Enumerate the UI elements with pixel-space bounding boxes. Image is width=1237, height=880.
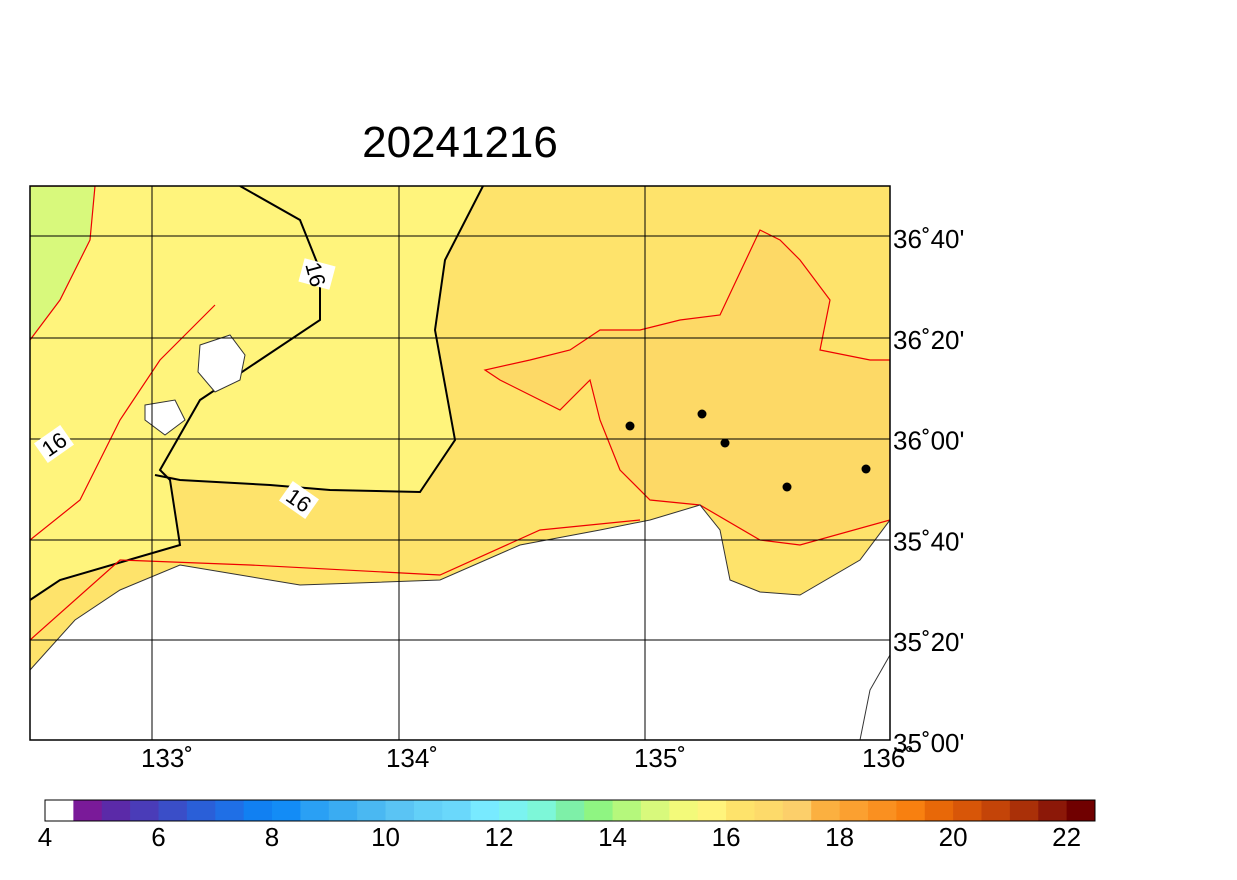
map-frame <box>29 185 891 741</box>
lon-label: 135˚ <box>634 743 686 773</box>
station <box>625 421 635 431</box>
contour-line <box>30 186 96 341</box>
sea-cold <box>30 186 95 340</box>
colorbar-box <box>754 800 784 821</box>
contour-line <box>30 304 216 541</box>
colorbar-box <box>612 800 642 821</box>
lon-label: 133˚ <box>141 743 193 773</box>
colorbar-box <box>726 800 755 821</box>
contour-16 <box>154 186 484 494</box>
lat-label: 36˚00' <box>893 426 964 456</box>
sea-warmer <box>483 229 890 546</box>
station <box>782 482 792 492</box>
label-box <box>279 480 319 520</box>
lat-label: 35˚00' <box>893 728 964 758</box>
colorbar-frame <box>44 799 1096 822</box>
colorbar-box <box>215 800 245 821</box>
land <box>30 504 890 740</box>
colorbar-box <box>584 800 614 821</box>
colorbar-box <box>782 800 812 821</box>
colorbar-tick-label: 12 <box>485 822 514 852</box>
lat-label: 36˚20' <box>893 325 964 355</box>
colorbar-box <box>101 800 131 821</box>
label-box <box>298 258 336 290</box>
colorbar-box <box>697 800 727 821</box>
lon-label: 134˚ <box>386 743 438 773</box>
colorbar: 4 6 8 10 12 14 16 18 20 22 <box>38 799 1096 852</box>
colorbar-box <box>1066 800 1096 821</box>
station <box>697 409 707 419</box>
lon-labels: 133˚ 134˚ 135˚ 136˚ <box>141 743 914 773</box>
colorbar-box <box>243 800 273 821</box>
colorbar-tick-label: 6 <box>151 822 165 852</box>
lat-label: 35˚40' <box>893 526 964 556</box>
lat-label: 35˚20' <box>893 627 964 657</box>
colorbar-box <box>300 800 330 821</box>
colorbar-box <box>272 800 301 821</box>
colorbar-box <box>953 800 982 821</box>
colorbar-box <box>555 800 585 821</box>
station <box>861 464 871 474</box>
colorbar-box <box>470 800 500 821</box>
stations <box>625 409 871 492</box>
label-box <box>34 424 74 464</box>
colorbar-box <box>73 800 103 821</box>
island <box>197 334 246 393</box>
colorbar-box <box>357 800 387 821</box>
colorbar-box <box>1009 800 1039 821</box>
colorbar-box <box>867 800 897 821</box>
colorbar-tick-label: 4 <box>38 822 52 852</box>
colorbar-box <box>981 800 1011 821</box>
lat-labels: 36˚40' 36˚20' 36˚00' 35˚40' 35˚20' 35˚00' <box>893 224 964 758</box>
colorbar-box <box>45 800 74 821</box>
graticule <box>30 186 890 740</box>
colorbar-box <box>640 800 670 821</box>
lat-label: 36˚40' <box>893 224 964 254</box>
contour-line <box>30 519 641 641</box>
sea-cool <box>30 186 320 600</box>
colorbar-box <box>186 800 216 821</box>
colorbar-tick-label: 16 <box>712 822 741 852</box>
colorbar-box <box>442 800 472 821</box>
colorbar-box <box>385 800 415 821</box>
colorbar-box <box>924 800 954 821</box>
colorbar-box <box>328 800 358 821</box>
colorbar-box <box>811 800 841 821</box>
colorbar-tick-label: 10 <box>371 822 400 852</box>
map-title: 20241216 <box>362 118 558 167</box>
colorbar-box <box>1038 800 1068 821</box>
island <box>144 399 186 436</box>
contour-16 <box>30 186 321 601</box>
colorbar-box <box>669 800 699 821</box>
lon-label: 136˚ <box>862 743 914 773</box>
colorbar-tick-label: 14 <box>598 822 627 852</box>
colorbar-box <box>158 800 188 821</box>
colorbar-tick-label: 8 <box>265 822 279 852</box>
colorbar-tick-label: 18 <box>825 822 854 852</box>
station <box>720 438 730 448</box>
colorbar-box <box>896 800 926 821</box>
colorbar-box <box>527 800 557 821</box>
land <box>859 653 890 740</box>
colorbar-box <box>130 800 160 821</box>
colorbar-box <box>499 800 528 821</box>
colorbar-box <box>839 800 869 821</box>
colorbar-tick-label: 20 <box>939 822 968 852</box>
colorbar-box <box>413 800 443 821</box>
colorbar-tick-label: 22 <box>1052 822 1081 852</box>
map-area: 16 16 16 <box>30 186 890 740</box>
